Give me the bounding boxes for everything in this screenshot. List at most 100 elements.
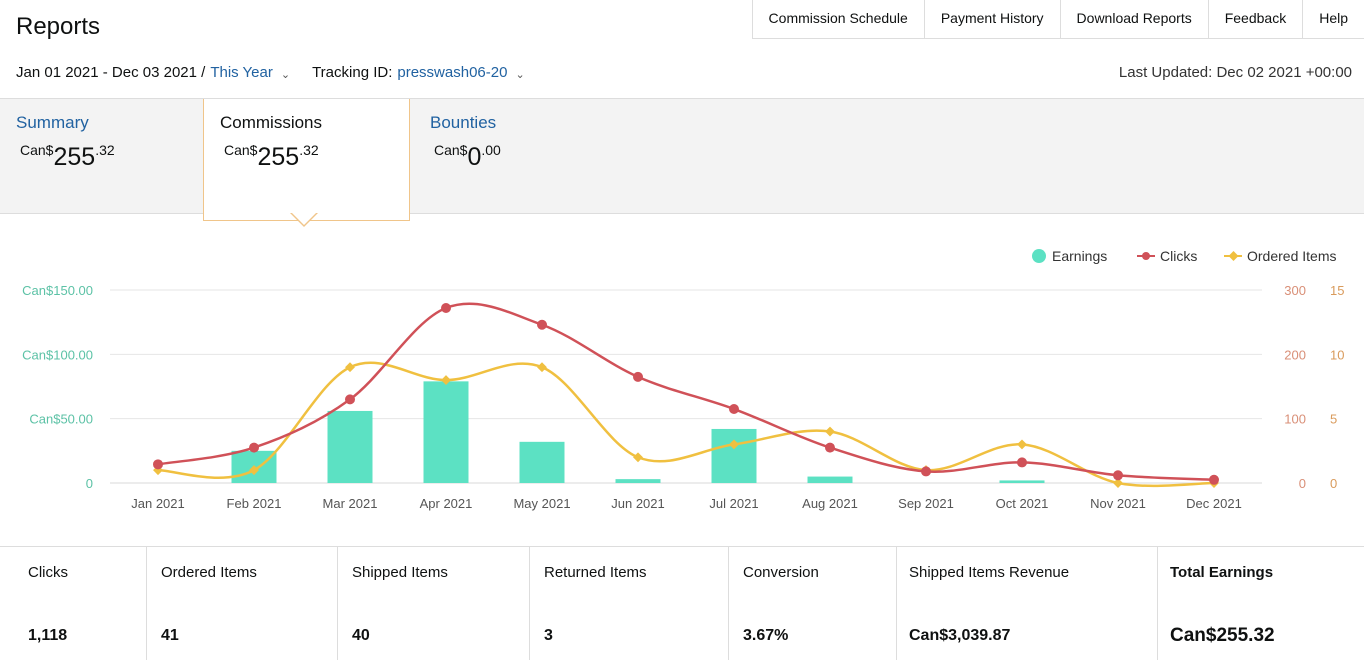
nav-feedback[interactable]: Feedback bbox=[1209, 0, 1304, 38]
clicks-point bbox=[729, 404, 739, 415]
ordered-items-line bbox=[157, 361, 1215, 488]
earnings-bar bbox=[423, 381, 469, 483]
currency: Can$ bbox=[434, 142, 468, 158]
ordered-items-point bbox=[537, 362, 547, 373]
clicks-point bbox=[441, 303, 451, 314]
amount-dec: .32 bbox=[299, 142, 319, 158]
clicks-point bbox=[1209, 474, 1219, 485]
ordered-items-point bbox=[1113, 478, 1123, 488]
stat-ordered-items: Ordered Items 41 bbox=[147, 547, 338, 660]
stat-clicks: Clicks 1,118 bbox=[0, 547, 147, 660]
y-right-clicks-tick-label: 300 bbox=[1284, 283, 1306, 298]
x-tick-label: Sep 2021 bbox=[898, 496, 954, 511]
y-right-items-tick-label: 15 bbox=[1330, 283, 1344, 298]
x-tick-label: May 2021 bbox=[513, 496, 570, 511]
y-left-tick-label: Can$100.00 bbox=[22, 347, 93, 362]
legend-items-icon bbox=[1228, 251, 1239, 261]
page-title: Reports bbox=[16, 13, 101, 40]
period-dropdown[interactable]: This Year ⌄ bbox=[210, 64, 290, 81]
ordered-items-point bbox=[729, 439, 739, 450]
stat-conversion: Conversion 3.67% bbox=[729, 547, 897, 660]
y-right-items-tick-label: 5 bbox=[1330, 412, 1337, 427]
earnings-bar bbox=[807, 476, 853, 483]
y-left-tick-label: Can$50.00 bbox=[29, 412, 93, 427]
x-tick-label: Feb 2021 bbox=[227, 496, 282, 511]
y-right-clicks-tick-label: 100 bbox=[1284, 412, 1306, 427]
tab-commissions[interactable]: Commissions Can$ 255 .32 bbox=[203, 99, 410, 221]
legend-items-label: Ordered Items bbox=[1247, 248, 1336, 264]
chevron-down-icon: ⌄ bbox=[280, 69, 291, 81]
summary-amount: Can$ 255 .32 bbox=[20, 141, 186, 170]
y-right-clicks-tick-label: 0 bbox=[1299, 476, 1306, 491]
top-nav: Commission Schedule Payment History Down… bbox=[751, 0, 1364, 39]
nav-download-reports[interactable]: Download Reports bbox=[1061, 0, 1209, 38]
nav-help[interactable]: Help bbox=[1319, 10, 1348, 26]
y-right-items-tick-label: 0 bbox=[1330, 476, 1337, 491]
last-updated: Last Updated: Dec 02 2021 +00:00 bbox=[1118, 64, 1352, 81]
x-tick-label: Dec 2021 bbox=[1186, 496, 1242, 511]
earnings-bar bbox=[711, 428, 757, 483]
tab-summary[interactable]: Summary Can$ 255 .32 bbox=[0, 99, 202, 215]
stat-shipped-items: Shipped Items 40 bbox=[338, 547, 530, 660]
clicks-point bbox=[345, 394, 355, 405]
tab-bounties[interactable]: Bounties Can$ 0 .00 bbox=[414, 99, 614, 215]
stat-label: Shipped Items Revenue bbox=[909, 564, 1070, 581]
currency: Can$ bbox=[20, 142, 54, 158]
stat-returned-items: Returned Items 3 bbox=[530, 547, 729, 660]
stat-value: 1,118 bbox=[28, 627, 68, 644]
date-range: Jan 01 2021 - Dec 03 2021 / bbox=[16, 64, 206, 81]
y-right-clicks-tick-label: 200 bbox=[1284, 347, 1306, 362]
earnings-bar bbox=[327, 410, 373, 483]
amount-int: 255 bbox=[257, 143, 300, 171]
stat-label: Conversion bbox=[743, 564, 819, 581]
chevron-down-icon: ⌄ bbox=[515, 69, 525, 81]
tracking-label: Tracking ID: bbox=[312, 64, 393, 81]
legend-earnings-label: Earnings bbox=[1052, 248, 1107, 264]
clicks-point bbox=[249, 442, 259, 453]
clicks-point bbox=[633, 371, 643, 382]
amount-dec: .32 bbox=[95, 142, 115, 158]
legend-clicks-icon bbox=[1142, 252, 1150, 260]
stat-label: Ordered Items bbox=[161, 564, 257, 581]
earnings-bar bbox=[519, 441, 565, 483]
stat-label: Shipped Items bbox=[352, 564, 448, 581]
legend-clicks-label: Clicks bbox=[1160, 248, 1197, 264]
x-tick-label: Nov 2021 bbox=[1090, 496, 1146, 511]
x-tick-label: Jun 2021 bbox=[611, 496, 665, 511]
stat-label: Total Earnings bbox=[1170, 564, 1274, 581]
tab-bounties-label: Bounties bbox=[430, 113, 497, 132]
amount-int: 0 bbox=[467, 143, 482, 171]
stat-shipped-revenue: Shipped Items Revenue Can$3,039.87 bbox=[897, 547, 1158, 660]
clicks-point bbox=[825, 442, 835, 453]
ordered-items-point bbox=[1017, 439, 1027, 450]
stat-value: Can$255.32 bbox=[1170, 625, 1275, 646]
tracking-id: presswash06-20 bbox=[397, 64, 508, 81]
tracking-id-dropdown[interactable]: presswash06-20 ⌄ bbox=[397, 64, 524, 81]
tab-summary-label: Summary bbox=[16, 113, 89, 132]
stat-total-earnings: Total Earnings Can$255.32 bbox=[1158, 547, 1364, 660]
earnings-chart: Can$150.00 300 15 Can$100.00 200 10 Can$50.00 1… bbox=[22, 248, 1344, 511]
ordered-items-point bbox=[441, 375, 451, 386]
earnings-bar bbox=[999, 480, 1045, 483]
y-right-items-tick-label: 10 bbox=[1330, 347, 1344, 362]
currency: Can$ bbox=[224, 142, 258, 158]
active-tab-pointer bbox=[290, 212, 318, 227]
stat-label: Clicks bbox=[28, 564, 68, 581]
amount-int: 255 bbox=[53, 143, 96, 171]
earnings-bar bbox=[615, 479, 661, 483]
nav-payment-history[interactable]: Payment History bbox=[925, 0, 1061, 38]
stat-label: Returned Items bbox=[544, 564, 647, 581]
filter-bar: Jan 01 2021 - Dec 03 2021 / This Year ⌄ T… bbox=[16, 64, 525, 81]
x-tick-label: Jul 2021 bbox=[709, 496, 758, 511]
summary-band: Summary Can$ 255 .32 Commissions Can$ 25… bbox=[0, 98, 1364, 221]
clicks-point bbox=[153, 459, 163, 470]
legend-earnings-icon bbox=[1032, 249, 1046, 263]
stat-value: 3.67% bbox=[743, 627, 789, 644]
x-tick-label: Oct 2021 bbox=[996, 496, 1049, 511]
y-left-tick-label: 0 bbox=[86, 476, 93, 491]
ordered-items-point bbox=[345, 362, 355, 373]
nav-commission-schedule[interactable]: Commission Schedule bbox=[753, 0, 925, 38]
x-tick-label: Mar 2021 bbox=[323, 496, 378, 511]
tab-commissions-label: Commissions bbox=[220, 113, 323, 132]
